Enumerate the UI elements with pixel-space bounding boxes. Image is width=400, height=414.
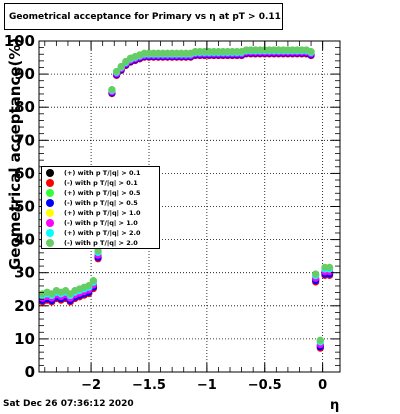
x-tick-label: −1 [197, 378, 217, 393]
legend-entry: (+) with p T/|q| > 1.0 [46, 208, 159, 218]
legend-label: (-) with p T/|q| > 0.1 [64, 179, 138, 187]
data-point [94, 247, 102, 255]
data-point [108, 86, 116, 94]
x-tick-label: −0.5 [248, 378, 282, 393]
legend-entry: (-) with p T/|q| > 1.0 [46, 218, 159, 228]
x-tick-label: 0 [318, 378, 327, 393]
data-point [112, 67, 121, 76]
legend-label: (-) with p T/|q| > 2.0 [64, 239, 138, 247]
legend-entry: (-) with p T/|q| > 0.5 [46, 198, 159, 208]
y-tick-label: 80 [14, 98, 35, 116]
y-tick-label: 10 [14, 330, 35, 348]
legend-marker [46, 209, 54, 217]
data-point [312, 270, 320, 278]
legend-marker [46, 229, 54, 237]
legend-label: (-) with p T/|q| > 1.0 [64, 219, 138, 227]
y-tick-label: 100 [4, 32, 35, 50]
legend-label: (+) with p T/|q| > 0.5 [64, 189, 141, 197]
legend-entry: (+) with p T/|q| > 0.5 [46, 188, 159, 198]
data-point [316, 336, 324, 344]
axis-tick-labels: −2 −1.5 −1 −0.5 0 0 10 20 30 40 50 60 70 80 90 100 [4, 32, 327, 393]
y-tick-label: 30 [14, 264, 35, 282]
x-axis-label: η [330, 398, 340, 413]
data-point [89, 277, 98, 285]
timestamp: Sat Dec 26 07:36:12 2020 [3, 399, 134, 409]
legend-entry: (-) with p T/|q| > 2.0 [46, 238, 159, 248]
legend-label: (+) with p T/|q| > 2.0 [64, 229, 141, 237]
legend-marker [46, 189, 54, 197]
legend-label: (-) with p T/|q| > 0.5 [64, 199, 138, 207]
y-axis-label: Geometrical acceptance(%) [6, 38, 24, 270]
legend-marker [46, 239, 54, 247]
y-tick-label: 20 [14, 297, 35, 315]
legend-entry: (+) with p T/|q| > 2.0 [46, 228, 159, 238]
data-point [85, 282, 93, 290]
x-tick-label: −2 [81, 378, 101, 393]
legend-marker [46, 169, 54, 177]
y-tick-label: 70 [14, 131, 35, 149]
data-points [38, 46, 334, 352]
y-tick-label: 90 [14, 65, 35, 83]
legend-marker [46, 219, 54, 227]
y-tick-label: 0 [25, 363, 35, 381]
y-tick-label: 50 [14, 198, 35, 216]
chart-title: Geometrical acceptance for Primary vs η … [4, 3, 283, 30]
data-point [117, 62, 125, 71]
y-tick-label: 40 [14, 231, 35, 249]
legend-label: (+) with p T/|q| > 0.1 [64, 169, 141, 177]
legend-entry: (+) with p T/|q| > 0.1 [46, 168, 159, 178]
axis-ticks [39, 40, 340, 373]
x-tick-label: −1.5 [132, 378, 166, 393]
legend-marker [46, 199, 54, 207]
y-tick-label: 60 [14, 164, 35, 182]
data-point [325, 263, 334, 272]
legend-label: (+) with p T/|q| > 1.0 [64, 209, 141, 217]
legend: (+) with p T/|q| > 0.1 (-) with p T/|q| … [41, 166, 160, 249]
legend-marker [46, 179, 54, 187]
data-point [307, 47, 315, 56]
legend-entry: (-) with p T/|q| > 0.1 [46, 178, 159, 188]
